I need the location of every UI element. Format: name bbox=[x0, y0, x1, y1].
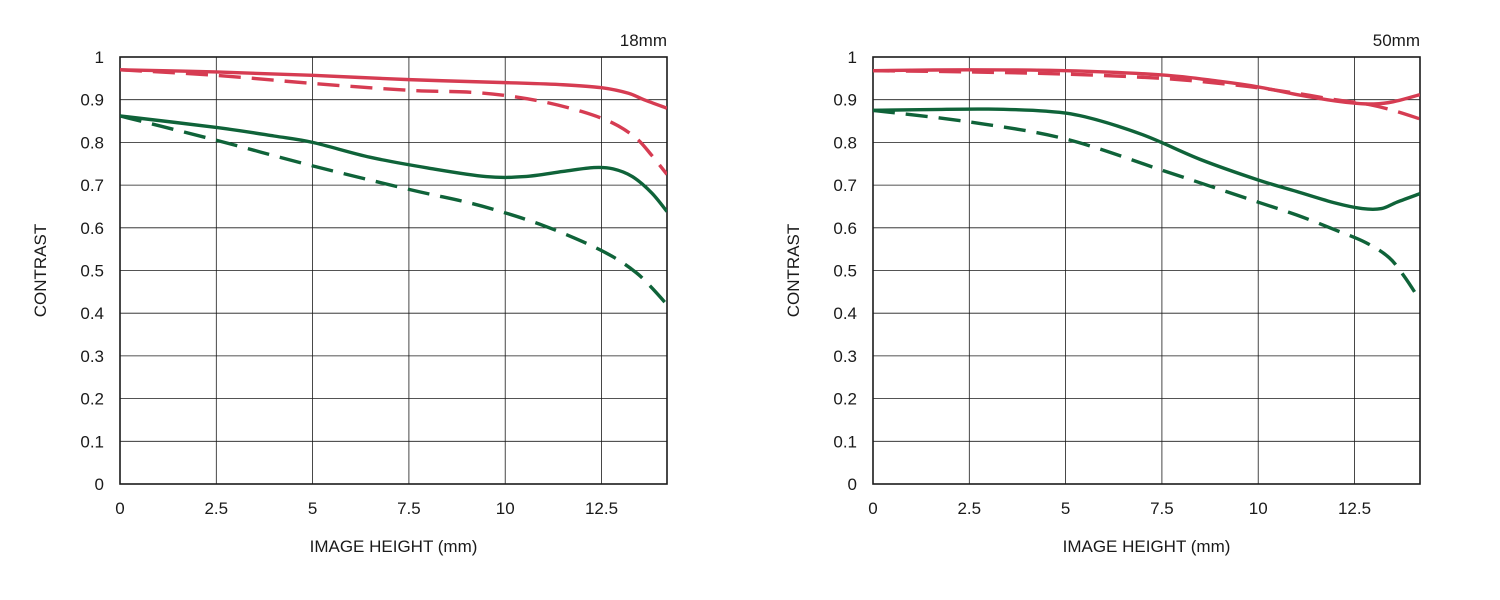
x-tick-label: 10 bbox=[1249, 499, 1268, 518]
y-tick-label: 0.6 bbox=[80, 219, 104, 238]
x-tick-label: 0 bbox=[868, 499, 877, 518]
series-line-green-dashed bbox=[120, 114, 667, 306]
series-line-green-solid bbox=[873, 107, 1420, 212]
series-group bbox=[873, 68, 1420, 302]
y-tick-label: 0.2 bbox=[833, 390, 857, 409]
x-tick-label: 12.5 bbox=[585, 499, 618, 518]
y-tick-label: 0 bbox=[95, 475, 104, 494]
x-tick-label: 12.5 bbox=[1338, 499, 1371, 518]
x-tick-label: 5 bbox=[308, 499, 317, 518]
x-tick-label: 0 bbox=[115, 499, 124, 518]
x-axis-label: IMAGE HEIGHT (mm) bbox=[1063, 537, 1231, 556]
series-group bbox=[120, 68, 667, 306]
y-tick-label: 0.9 bbox=[833, 91, 857, 110]
y-tick-label: 0.5 bbox=[833, 262, 857, 281]
x-tick-label: 10 bbox=[496, 499, 515, 518]
chart-title: 18mm bbox=[620, 31, 667, 50]
y-tick-label: 1 bbox=[95, 48, 104, 67]
y-tick-label: 0.5 bbox=[80, 262, 104, 281]
y-tick-label: 0.1 bbox=[833, 432, 857, 451]
y-tick-label: 0.1 bbox=[80, 432, 104, 451]
x-axis-label: IMAGE HEIGHT (mm) bbox=[310, 537, 478, 556]
x-tick-label: 7.5 bbox=[397, 499, 421, 518]
y-tick-label: 0.8 bbox=[80, 133, 104, 152]
y-tick-label: 0.3 bbox=[80, 347, 104, 366]
x-tick-label: 2.5 bbox=[204, 499, 228, 518]
grid bbox=[120, 57, 667, 484]
x-tick-label: 7.5 bbox=[1150, 499, 1174, 518]
series-line-red-solid bbox=[120, 68, 667, 110]
chart-title: 50mm bbox=[1373, 31, 1420, 50]
x-tick-label: 5 bbox=[1061, 499, 1070, 518]
y-tick-label: 0.7 bbox=[80, 176, 104, 195]
y-axis-label: CONTRAST bbox=[784, 224, 803, 318]
y-tick-label: 0.3 bbox=[833, 347, 857, 366]
plot-frame bbox=[119, 56, 668, 485]
plot-frame bbox=[872, 56, 1421, 485]
x-tick-label: 2.5 bbox=[957, 499, 981, 518]
y-tick-label: 0.9 bbox=[80, 91, 104, 110]
y-tick-label: 0.7 bbox=[833, 176, 857, 195]
y-tick-label: 0 bbox=[848, 475, 857, 494]
y-tick-label: 0.6 bbox=[833, 219, 857, 238]
mtf-chart-18mm: 0 2.5 5 7.5 10 12.5 0 0.1 0.2 0.3 0.4 0.5 0.6 0.7 0.8 0… bbox=[31, 31, 668, 556]
y-tick-label: 0.2 bbox=[80, 390, 104, 409]
y-tick-label: 1 bbox=[848, 48, 857, 67]
series-line-green-dashed bbox=[873, 108, 1420, 302]
mtf-chart-50mm: 0 2.5 5 7.5 10 12.5 0 0.1 0.2 0.3 0.4 0.5 0.6 0.7 0.8 0… bbox=[784, 31, 1421, 556]
y-tick-label: 0.8 bbox=[833, 133, 857, 152]
y-tick-label: 0.4 bbox=[833, 304, 857, 323]
y-tick-label: 0.4 bbox=[80, 304, 104, 323]
series-line-green-solid bbox=[120, 114, 667, 213]
y-axis-label: CONTRAST bbox=[31, 224, 50, 318]
series-line-red-dashed bbox=[873, 68, 1420, 121]
